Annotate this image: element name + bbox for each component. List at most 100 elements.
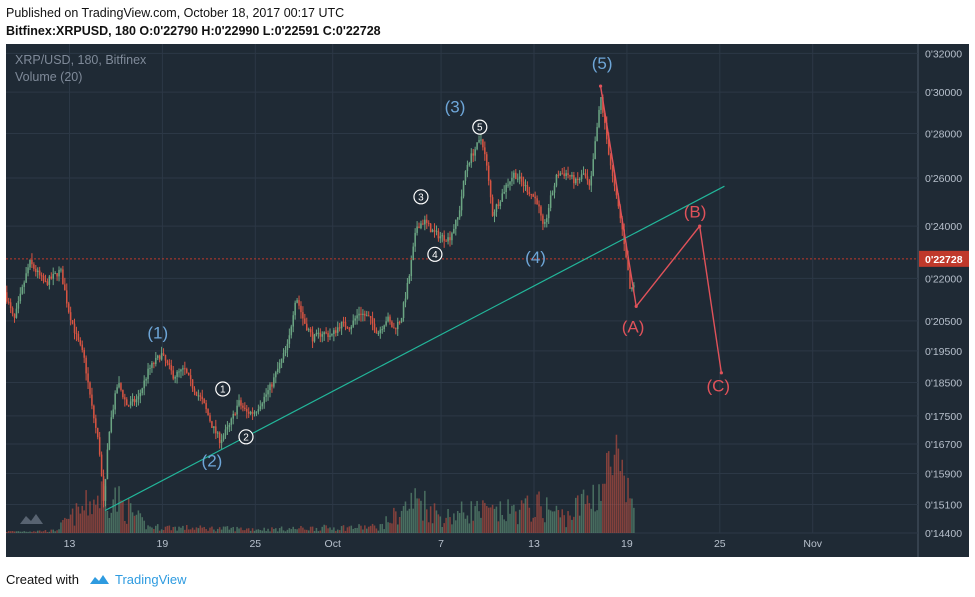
volume-bar: [443, 523, 445, 533]
candle-body: [596, 127, 598, 142]
volume-bar: [346, 527, 349, 533]
candle-body: [340, 321, 343, 329]
volume-bar: [604, 483, 606, 533]
candle-body: [346, 326, 349, 329]
volume-bar: [275, 528, 277, 533]
candle-body: [406, 282, 409, 299]
candle-body: [497, 204, 500, 206]
candle-body: [486, 154, 488, 166]
candle-body: [315, 332, 318, 335]
volume-bar: [100, 481, 103, 533]
watermark-logo: [20, 514, 43, 524]
candle-body: [201, 396, 204, 400]
candle-body: [147, 368, 149, 379]
volume-bar: [186, 525, 188, 533]
volume-bar: [180, 527, 182, 533]
price-chart[interactable]: 0'32000 0'30000 0'28000 0'26000 0'24000 0'220…: [6, 44, 969, 557]
candle-body: [495, 204, 498, 212]
volume-bar: [164, 526, 167, 533]
volume-bar: [557, 510, 560, 533]
volume-bar: [21, 531, 24, 533]
volume-bar: [520, 500, 523, 533]
candle-body: [149, 367, 151, 369]
candle-body: [95, 418, 97, 428]
candle-body: [606, 123, 608, 140]
volume-bar: [66, 518, 68, 533]
x-tick-label: 25: [714, 538, 726, 550]
volume-bar: [607, 451, 610, 533]
candle-body: [42, 275, 45, 282]
candle-body: [466, 164, 469, 172]
volume-bar: [292, 526, 294, 533]
candle-body: [513, 172, 515, 178]
candle-body: [420, 223, 422, 229]
candle-body: [449, 237, 451, 241]
candle-body: [15, 308, 18, 318]
volume-bar: [207, 530, 209, 533]
candle-body: [35, 268, 37, 273]
volume-bar: [466, 515, 469, 533]
candle-body: [429, 223, 432, 233]
volume-bar: [515, 511, 517, 533]
volume-bar: [623, 475, 625, 533]
candle-body: [238, 400, 240, 406]
candle-body: [547, 207, 550, 219]
volume-bar: [317, 531, 320, 533]
tradingview-brand[interactable]: TradingView: [87, 572, 187, 587]
volume-bar: [427, 522, 430, 533]
volume-bar: [460, 501, 463, 533]
brand-label: TradingView: [114, 571, 187, 587]
candle-body: [220, 439, 223, 444]
candle-body: [360, 313, 362, 315]
candle-body: [9, 302, 12, 309]
candle-body: [215, 426, 217, 434]
volume-bar: [110, 512, 113, 533]
volume-bar: [367, 526, 370, 533]
volume-bar: [565, 527, 567, 533]
candle-body: [261, 403, 264, 407]
volume-bar: [435, 510, 438, 533]
volume-bar: [371, 523, 374, 533]
chart-area[interactable]: 0'32000 0'30000 0'28000 0'26000 0'24000 0'220…: [6, 44, 969, 557]
candle-body: [286, 343, 289, 351]
volume-bar: [323, 524, 325, 533]
volume-bar: [294, 529, 296, 533]
volume-bar: [151, 527, 153, 533]
candle-body: [69, 312, 72, 321]
volume-bar: [424, 490, 426, 533]
volume-bar: [576, 495, 579, 533]
candle-body: [443, 235, 445, 241]
candle-body: [288, 335, 291, 344]
candle-body: [126, 399, 128, 406]
symbol-line: Bitfinex:XRPUSD, 180 O:0'22790 H:0'22990…: [6, 22, 381, 40]
volume-bar: [406, 510, 409, 533]
volume-bar: [484, 502, 486, 533]
volume-bar: [416, 498, 418, 533]
volume-bar: [309, 526, 312, 533]
candle-body: [569, 175, 571, 177]
x-tick-label: Nov: [803, 538, 822, 550]
candle-body: [455, 219, 457, 229]
candle-body: [290, 326, 293, 336]
y-tick-label: 0'16700: [925, 439, 962, 451]
candle-body: [230, 418, 233, 425]
volume-bar: [77, 506, 80, 533]
candle-body: [127, 405, 130, 407]
volume-bar: [586, 495, 589, 533]
candle-body: [323, 332, 325, 335]
volume-bar: [596, 510, 598, 533]
candle-body: [561, 173, 564, 175]
candle-body: [306, 323, 308, 331]
volume-bar: [518, 509, 521, 533]
candle-body: [174, 376, 176, 379]
candle-body: [480, 139, 482, 141]
volume-bar: [230, 527, 233, 533]
volume-bar: [158, 530, 161, 533]
volume-bar: [499, 501, 502, 533]
y-tick-label: 0'22000: [925, 273, 962, 285]
candle-body: [367, 315, 370, 317]
wave-label: (C): [706, 377, 730, 396]
candle-body: [387, 316, 389, 322]
volume-bar: [9, 531, 12, 533]
candle-body: [29, 259, 31, 268]
